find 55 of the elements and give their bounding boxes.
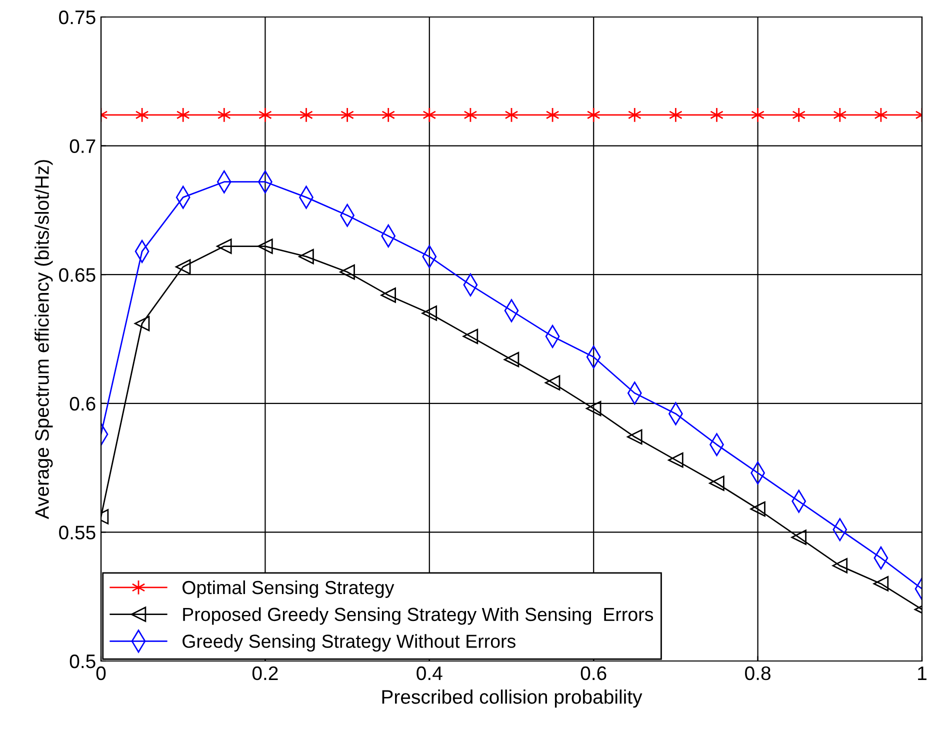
x-tick-label: 0.8 (745, 666, 770, 680)
point (833, 107, 847, 123)
point (546, 107, 560, 123)
point (134, 316, 150, 332)
point (422, 306, 438, 321)
point (751, 107, 765, 123)
point (258, 107, 272, 123)
point (300, 107, 313, 123)
point (628, 107, 642, 123)
point (627, 429, 642, 445)
point (504, 352, 520, 368)
point (422, 107, 436, 123)
legend-label: Proposed Greedy Sensing Strategy With Sensing Errors (183, 607, 654, 625)
point (750, 501, 766, 517)
point (874, 107, 888, 123)
point (832, 558, 848, 574)
point (175, 259, 191, 275)
point (504, 107, 518, 123)
x-tick-label: 0.6 (580, 666, 606, 680)
legend-label: Greedy Sensing Strategy Without Errors (182, 634, 516, 652)
point (462, 328, 478, 344)
point (873, 576, 889, 592)
point (258, 238, 273, 254)
point (217, 107, 231, 123)
point (586, 400, 602, 416)
point (710, 107, 724, 123)
point (586, 107, 600, 123)
x-tick-label: 0.2 (252, 666, 278, 680)
point (709, 476, 724, 491)
point (791, 530, 806, 545)
x-tick-label: 0 (96, 666, 106, 680)
x-axis-title: Prescribed collision probability (382, 690, 642, 708)
y-tick-label: 0.55 (59, 526, 96, 540)
x-tick-label: 1 (918, 666, 926, 680)
point (176, 107, 190, 123)
point (464, 107, 478, 123)
point (792, 107, 806, 123)
y-tick-label: 0.65 (59, 268, 96, 282)
point (382, 107, 396, 123)
legend-label: Optimal Sensing Strategy (182, 580, 394, 598)
y-tick-label: 0.5 (70, 654, 96, 668)
point (668, 107, 682, 123)
x-tick-label: 0.4 (416, 666, 442, 680)
y-axis-title: Average Spectrum efficiency (bits/slot/Hz) (34, 160, 53, 520)
point (668, 452, 684, 468)
point (380, 288, 396, 303)
y-tick-label: 0.75 (59, 10, 96, 24)
point (135, 107, 149, 123)
y-tick-label: 0.7 (70, 139, 96, 154)
y-tick-label: 0.6 (70, 396, 96, 411)
point (216, 238, 232, 254)
point (340, 264, 355, 280)
point (544, 375, 560, 390)
point (298, 248, 314, 264)
point (340, 107, 354, 123)
